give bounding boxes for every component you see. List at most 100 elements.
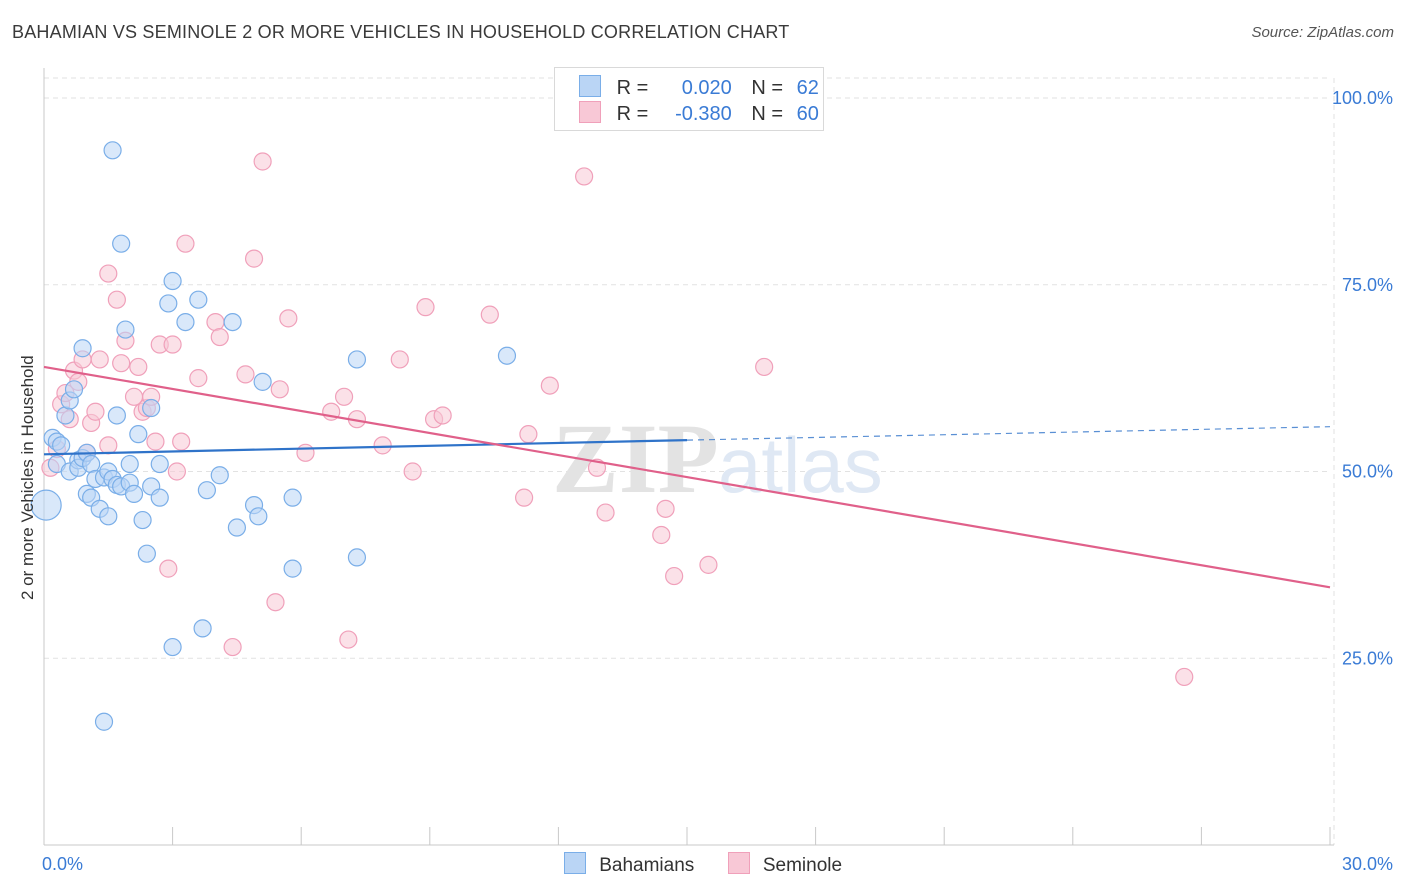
legend-n-label: N = xyxy=(751,77,784,99)
seminole-point xyxy=(99,436,118,455)
legend-r-value: 0.020 xyxy=(681,77,732,99)
legend-swatch-pink xyxy=(727,852,750,874)
seminole-point xyxy=(86,402,105,421)
bahamian-point xyxy=(94,712,114,731)
bahamian-point xyxy=(189,290,208,309)
seminole-point xyxy=(244,249,264,268)
seminole-point xyxy=(189,369,208,388)
seminole-point xyxy=(480,305,499,324)
y-tick-label: 50.0% xyxy=(1342,462,1393,482)
seminole-point xyxy=(339,630,358,649)
bahamian-point xyxy=(163,271,182,291)
seminole-point xyxy=(236,365,255,384)
y-tick-label: 75.0% xyxy=(1342,275,1393,295)
legend-n-value: 60 xyxy=(796,103,819,125)
seminole-point xyxy=(167,462,186,481)
y-tick-label: 100.0% xyxy=(1332,88,1393,108)
x-tick-label: 30.0% xyxy=(1342,854,1393,874)
legend-row-bahamians: R = 0.020 N = 62 xyxy=(579,75,819,101)
bahamian-point xyxy=(103,141,122,160)
seminole-point xyxy=(665,566,684,586)
chart-title: BAHAMIAN VS SEMINOLE 2 OR MORE VEHICLES … xyxy=(12,22,790,42)
seminole-point xyxy=(390,350,409,369)
seminole-point xyxy=(279,309,298,328)
bahamian-point xyxy=(120,454,139,474)
seminole-trend-line xyxy=(43,365,1331,589)
seminole-point xyxy=(163,335,182,354)
bahamian-point xyxy=(142,398,161,418)
bahamian-point xyxy=(150,454,169,474)
bahamian-point xyxy=(116,320,135,339)
source-label: Source: ZipAtlas.com xyxy=(1251,24,1394,41)
x-tick-label: 0.0% xyxy=(42,854,83,874)
seminole-point xyxy=(129,357,148,377)
legend-item-seminole: Seminole xyxy=(727,852,843,877)
legend-swatch-pink xyxy=(579,101,601,123)
watermark-atlas: atlas xyxy=(718,421,883,509)
bahamian-point xyxy=(347,548,367,567)
bahamian-point xyxy=(56,406,75,425)
legend-item-bahamians: Bahamians xyxy=(563,852,695,877)
bahamian-point xyxy=(163,637,182,657)
bahamian-point xyxy=(64,380,84,399)
y-tick-label: 25.0% xyxy=(1342,648,1393,668)
seminole-point xyxy=(373,436,392,455)
bahamian-point xyxy=(210,466,229,485)
stats-legend: R = 0.020 N = 62 R = -0.380 N = 60 xyxy=(554,67,824,131)
bahamian-point xyxy=(283,488,302,507)
legend-row-seminole: R = -0.380 N = 60 xyxy=(579,101,819,127)
seminole-point xyxy=(99,264,118,283)
bahamian-point xyxy=(112,234,131,253)
seminole-point xyxy=(253,152,272,171)
bahamian-point xyxy=(159,294,178,313)
seminole-point xyxy=(540,376,559,395)
bahamian-point xyxy=(150,488,169,507)
bahamian-trend-extension xyxy=(686,426,1331,441)
seminole-point xyxy=(519,425,538,444)
legend-r-value: -0.380 xyxy=(675,103,732,125)
seminole-point xyxy=(515,488,534,507)
bahamian-point xyxy=(107,406,126,425)
seminole-point xyxy=(223,637,242,657)
seminole-point xyxy=(90,350,109,369)
bahamian-point xyxy=(82,454,101,474)
bahamian-point xyxy=(73,339,92,358)
bahamian-point xyxy=(99,507,118,526)
seminole-point xyxy=(575,167,594,186)
legend-swatch-blue xyxy=(579,75,601,97)
seminole-point xyxy=(656,499,675,518)
tick-labels: 25.0% 50.0% 75.0% 100.0% 0.0% 30.0% xyxy=(42,88,1393,874)
seminole-point xyxy=(159,559,178,578)
bahamian-point xyxy=(137,544,156,563)
bahamian-point xyxy=(133,510,152,530)
seminole-point xyxy=(146,432,165,451)
bahamian-point xyxy=(227,518,246,537)
seminole-point xyxy=(403,462,422,481)
legend-swatch-blue xyxy=(563,852,586,874)
seminole-point xyxy=(112,354,131,373)
bahamian-point xyxy=(176,313,195,332)
seminole-point xyxy=(1175,667,1194,687)
bahamian-point xyxy=(497,346,517,365)
seminole-point xyxy=(266,593,285,612)
bahamian-points xyxy=(30,141,517,731)
series-legend: Bahamians Seminole xyxy=(0,852,1406,877)
bahamian-point xyxy=(197,481,216,500)
seminole-point xyxy=(433,406,452,425)
seminole-point xyxy=(176,234,195,253)
legend-label-bahamians: Bahamians xyxy=(599,855,695,876)
seminole-point xyxy=(172,432,191,451)
bahamian-point xyxy=(223,313,242,332)
seminole-point xyxy=(416,298,435,317)
bahamian-point xyxy=(193,619,212,638)
bahamian-point xyxy=(30,489,62,521)
seminole-point xyxy=(296,443,315,462)
seminole-point xyxy=(270,380,289,399)
legend-label-seminole: Seminole xyxy=(762,855,843,876)
trend-lines xyxy=(43,365,1331,589)
seminole-point xyxy=(210,327,229,347)
legend-r-label: R = xyxy=(616,77,649,99)
bahamian-point xyxy=(283,559,302,578)
bahamian-point xyxy=(347,350,367,369)
